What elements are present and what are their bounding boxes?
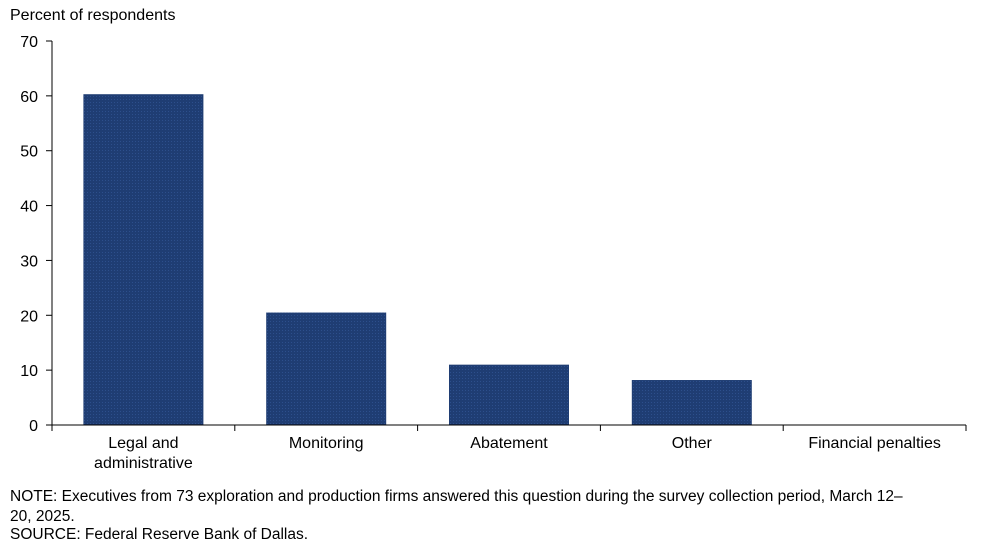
bar bbox=[631, 380, 752, 425]
note-text-continued: 20, 2025. bbox=[10, 508, 75, 525]
y-tick-label: 60 bbox=[20, 89, 38, 106]
y-tick-label: 50 bbox=[20, 144, 38, 161]
x-axis: Legal and administrative Monitoring Abateme… bbox=[51, 424, 967, 472]
y-axis-label: Percent of respondents bbox=[10, 7, 175, 24]
bars bbox=[83, 94, 752, 425]
bar-chart: Percent of respondents 0 10 20 30 40 50 60 70 L… bbox=[10, 7, 967, 472]
x-tick-label: Monitoring bbox=[289, 435, 364, 452]
y-tick-label: 40 bbox=[20, 199, 38, 216]
y-axis: 0 10 20 30 40 50 60 70 bbox=[20, 34, 53, 435]
y-tick-label: 30 bbox=[20, 253, 38, 270]
x-tick-label: Abatement bbox=[470, 435, 548, 452]
source-text: SOURCE: Federal Reserve Bank of Dallas. bbox=[10, 526, 309, 543]
note-text: NOTE: Executives from 73 exploration and… bbox=[10, 488, 903, 505]
x-tick-label: administrative bbox=[94, 455, 193, 472]
y-tick-label: 10 bbox=[20, 363, 38, 380]
bar bbox=[266, 312, 387, 425]
y-tick-label: 20 bbox=[20, 308, 38, 325]
y-tick-label: 70 bbox=[20, 34, 38, 51]
x-tick-label: Legal and bbox=[108, 435, 178, 452]
y-tick-label: 0 bbox=[29, 418, 38, 435]
bar bbox=[83, 94, 204, 425]
bar bbox=[449, 364, 569, 425]
x-tick-label: Other bbox=[672, 435, 713, 452]
x-tick-label: Financial penalties bbox=[808, 435, 941, 452]
